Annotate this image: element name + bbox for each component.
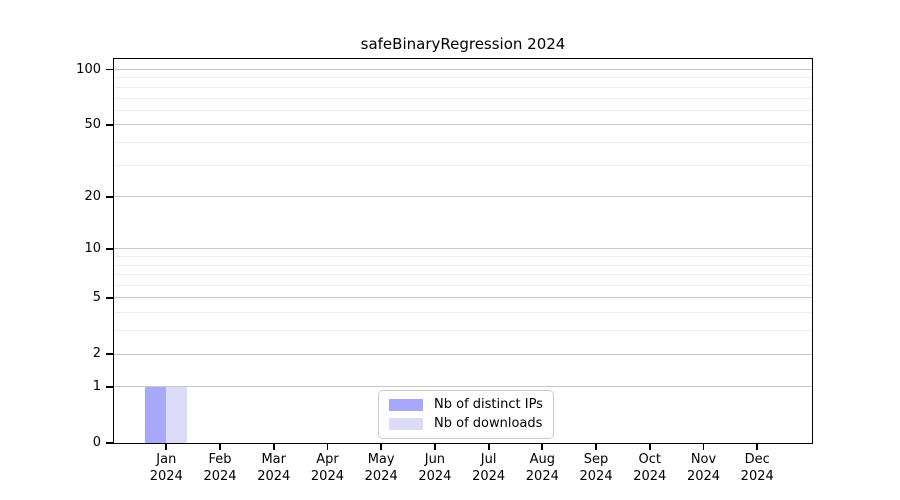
x-tick-label-jun: Jun 2024 bbox=[403, 452, 467, 485]
y-tick-label: 0 bbox=[92, 435, 101, 450]
x-tick-mark bbox=[326, 444, 329, 450]
x-tick-mark bbox=[165, 444, 168, 450]
gridline-minor bbox=[114, 164, 812, 166]
gridline-minor bbox=[114, 312, 812, 314]
x-tick-month: Mar bbox=[261, 452, 286, 467]
x-tick-year: 2024 bbox=[633, 468, 667, 484]
x-tick-mark bbox=[272, 444, 275, 450]
legend-label-downloads: Nb of downloads bbox=[434, 416, 543, 431]
x-tick-label-aug: Aug 2024 bbox=[510, 452, 574, 485]
x-tick-label-dec: Dec 2024 bbox=[725, 452, 789, 485]
legend-item-distinct-ips: Nb of distinct IPs bbox=[389, 397, 543, 412]
x-tick-month: Aug bbox=[529, 452, 556, 467]
x-tick-month: Apr bbox=[316, 452, 339, 467]
gridline-major bbox=[114, 297, 812, 299]
x-tick-mark bbox=[380, 444, 383, 450]
gridline-major bbox=[114, 248, 812, 250]
x-tick-label-feb: Feb 2024 bbox=[188, 452, 252, 485]
x-tick-mark bbox=[487, 444, 490, 450]
y-tick-mark bbox=[106, 353, 113, 355]
x-tick-month: Nov bbox=[690, 452, 717, 467]
x-tick-month: Jan bbox=[156, 452, 177, 467]
x-tick-month: Jun bbox=[424, 452, 446, 467]
x-tick-label-apr: Apr 2024 bbox=[295, 452, 359, 485]
y-tick-mark bbox=[106, 195, 113, 198]
gridline-minor bbox=[114, 274, 812, 276]
y-tick-mark bbox=[106, 297, 113, 299]
x-tick-month: Sep bbox=[583, 452, 609, 467]
bar-downloads-jan bbox=[166, 386, 188, 443]
gridline-minor bbox=[114, 97, 812, 99]
x-tick-year: 2024 bbox=[740, 468, 774, 484]
x-tick-year: 2024 bbox=[364, 468, 398, 484]
gridline-major bbox=[114, 69, 812, 70]
gridline-minor bbox=[114, 264, 812, 266]
x-tick-month: Dec bbox=[744, 452, 770, 467]
x-tick-year: 2024 bbox=[525, 468, 559, 484]
x-tick-label-oct: Oct 2024 bbox=[618, 452, 682, 485]
y-tick-label: 2 bbox=[92, 346, 101, 362]
x-tick-year: 2024 bbox=[149, 468, 183, 484]
y-tick-label: 50 bbox=[84, 116, 101, 132]
x-tick-mark bbox=[595, 444, 597, 450]
gridline-minor bbox=[114, 285, 812, 287]
x-tick-mark bbox=[541, 444, 544, 450]
y-tick-label: 10 bbox=[84, 240, 101, 256]
x-tick-mark bbox=[648, 444, 651, 450]
x-tick-mark bbox=[702, 444, 705, 450]
legend-item-downloads: Nb of downloads bbox=[389, 416, 543, 431]
gridline-minor bbox=[114, 330, 812, 332]
x-tick-label-mar: Mar 2024 bbox=[242, 452, 306, 485]
y-tick-label: 100 bbox=[76, 61, 101, 77]
x-tick-month: May bbox=[367, 452, 395, 467]
x-tick-mark bbox=[756, 444, 759, 450]
x-tick-month: Jul bbox=[480, 452, 497, 467]
chart-title: safeBinaryRegression 2024 bbox=[360, 35, 566, 53]
y-tick-label: 1 bbox=[92, 378, 101, 394]
x-tick-year: 2024 bbox=[686, 468, 721, 484]
gridline-major bbox=[114, 196, 812, 198]
gridline-minor bbox=[114, 109, 812, 111]
y-tick-mark bbox=[106, 68, 113, 71]
legend-swatch-distinct-ips bbox=[389, 398, 423, 411]
gridline-minor bbox=[114, 86, 812, 88]
x-tick-month: Feb bbox=[208, 452, 232, 467]
gridline-minor bbox=[114, 256, 812, 258]
x-tick-label-nov: Nov 2024 bbox=[672, 452, 736, 485]
x-tick-mark bbox=[434, 444, 436, 450]
x-tick-year: 2024 bbox=[418, 468, 452, 484]
x-tick-label-sep: Sep 2024 bbox=[564, 452, 628, 485]
x-tick-mark bbox=[219, 444, 221, 450]
legend-swatch-downloads bbox=[389, 417, 423, 430]
y-tick-mark bbox=[106, 442, 113, 444]
y-tick-mark bbox=[106, 386, 113, 388]
bar-distinct-ips-jan bbox=[145, 386, 167, 443]
gridline-minor bbox=[114, 141, 812, 143]
y-tick-label: 5 bbox=[92, 289, 101, 305]
gridline-major bbox=[114, 386, 812, 388]
y-tick-mark bbox=[106, 123, 113, 126]
x-tick-label-jan: Jan 2024 bbox=[134, 452, 198, 485]
gridline-major bbox=[114, 353, 812, 355]
x-tick-year: 2024 bbox=[579, 468, 613, 484]
x-tick-year: 2024 bbox=[203, 468, 237, 484]
legend: Nb of distinct IPs Nb of downloads bbox=[378, 390, 554, 439]
y-tick-mark bbox=[106, 248, 113, 250]
y-tick-label: 20 bbox=[84, 188, 101, 204]
x-tick-year: 2024 bbox=[472, 468, 506, 484]
x-tick-year: 2024 bbox=[257, 468, 291, 484]
x-tick-label-jul: Jul 2024 bbox=[457, 452, 521, 485]
legend-label-distinct-ips: Nb of distinct IPs bbox=[434, 397, 543, 412]
x-tick-year: 2024 bbox=[310, 468, 344, 484]
x-tick-month: Oct bbox=[638, 452, 661, 467]
gridline-major bbox=[114, 124, 812, 126]
plot-frame bbox=[113, 58, 813, 444]
gridline-minor bbox=[114, 77, 812, 79]
x-tick-label-may: May 2024 bbox=[349, 452, 413, 485]
